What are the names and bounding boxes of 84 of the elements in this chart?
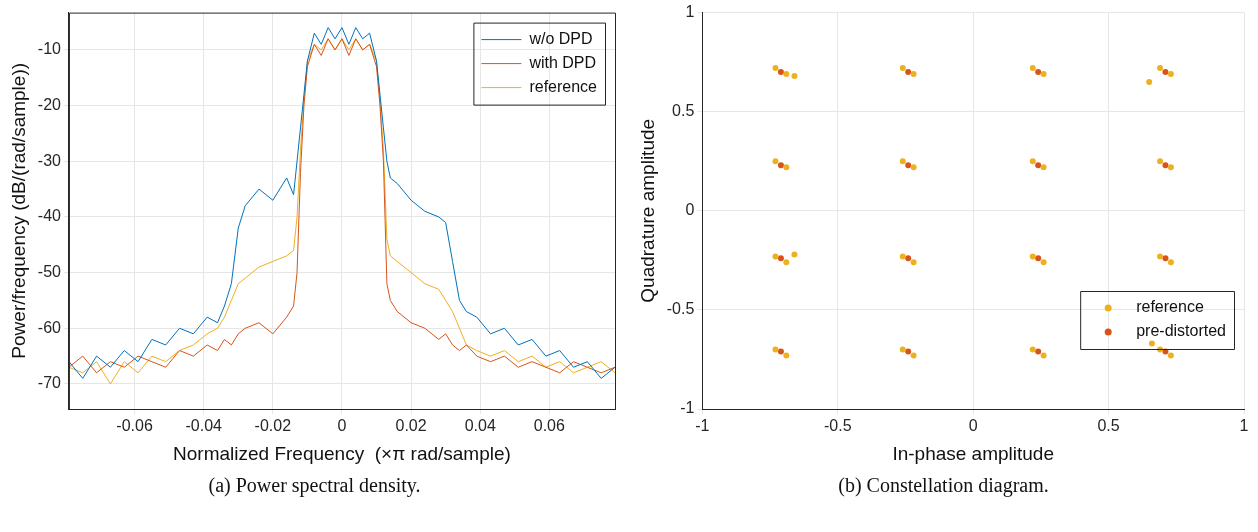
x-tick-label: 0.04 — [464, 417, 496, 435]
x-tick-label: -0.04 — [185, 417, 223, 435]
point — [1040, 352, 1047, 359]
legend-label: reference — [529, 78, 598, 96]
legend-label: reference — [1136, 298, 1204, 316]
point — [783, 71, 790, 78]
point — [1162, 69, 1169, 76]
point — [791, 251, 798, 258]
point — [777, 69, 784, 76]
x-tick-label: -0.02 — [254, 417, 292, 435]
legend-label: pre-distorted — [1136, 322, 1227, 340]
point — [905, 162, 912, 169]
point — [899, 65, 906, 72]
point — [910, 352, 917, 359]
y-tick-label: -60 — [37, 318, 62, 336]
x-tick-label: 0.06 — [533, 417, 565, 435]
legend-label: w/o DPD — [528, 30, 593, 48]
point — [783, 259, 790, 266]
y-tick-label: 0 — [685, 201, 695, 219]
point — [899, 346, 906, 353]
point — [1157, 158, 1164, 165]
point — [1035, 348, 1042, 355]
x-tick-label: -0.5 — [823, 417, 852, 435]
point — [910, 259, 917, 266]
point — [1029, 346, 1036, 353]
point — [1040, 164, 1047, 171]
point — [1167, 71, 1174, 78]
point — [1167, 164, 1174, 171]
y-tick-label: -40 — [37, 207, 62, 225]
point — [772, 346, 779, 353]
point — [1148, 340, 1155, 347]
point — [1146, 78, 1153, 85]
point — [899, 253, 906, 260]
point — [1157, 253, 1164, 260]
point — [791, 73, 798, 80]
x-axis-title: In-phase amplitude — [892, 442, 1054, 464]
point — [899, 158, 906, 165]
x-tick-label: 0 — [337, 417, 347, 435]
point — [772, 65, 779, 72]
point — [1040, 71, 1047, 78]
legend-label: with DPD — [528, 54, 597, 72]
y-tick-label: -70 — [37, 374, 62, 392]
text: (b) Constellation diagram. — [837, 474, 1050, 497]
point — [1029, 158, 1036, 165]
y-tick-label: -50 — [37, 263, 62, 280]
point — [1157, 65, 1164, 72]
x-axis-title: Normalized Frequency (×π rad/sample) — [173, 442, 511, 464]
point — [1167, 259, 1174, 266]
point — [1162, 255, 1169, 262]
point — [772, 158, 779, 165]
point — [783, 164, 790, 171]
point — [1035, 255, 1042, 262]
point — [905, 348, 912, 355]
x-tick-label: -0.06 — [116, 417, 153, 435]
point — [905, 69, 912, 76]
x-tick-label: 0 — [968, 417, 978, 435]
y-axis-title: Power/frequency (dB/(rad/sample)) — [7, 62, 29, 359]
y-tick-label: -20 — [37, 95, 62, 113]
point — [1029, 65, 1036, 72]
point — [1029, 253, 1036, 260]
y-tick-label: -1 — [680, 399, 695, 417]
text: (a) Power spectral density. — [207, 474, 422, 497]
point — [910, 164, 917, 171]
point — [1162, 162, 1169, 169]
x-tick-label: 0.5 — [1097, 417, 1120, 435]
y-tick-label: -0.5 — [666, 300, 695, 318]
x-tick-label: 1 — [1239, 417, 1249, 435]
x-tick-label: 0.02 — [395, 417, 427, 435]
point — [777, 255, 784, 262]
point — [777, 162, 784, 169]
point — [910, 71, 917, 78]
y-tick-label: -10 — [37, 40, 62, 58]
point — [1035, 69, 1042, 76]
y-tick-label: 1 — [685, 3, 695, 21]
point — [777, 348, 784, 355]
point — [1040, 259, 1047, 266]
point — [1167, 352, 1174, 359]
point — [772, 253, 779, 260]
point — [905, 255, 912, 262]
y-tick-label: -30 — [37, 151, 62, 169]
point — [783, 352, 790, 359]
y-tick-label: 0.5 — [672, 102, 695, 120]
point — [1035, 162, 1042, 169]
y-axis-title: Quadrature amplitude — [636, 118, 658, 303]
